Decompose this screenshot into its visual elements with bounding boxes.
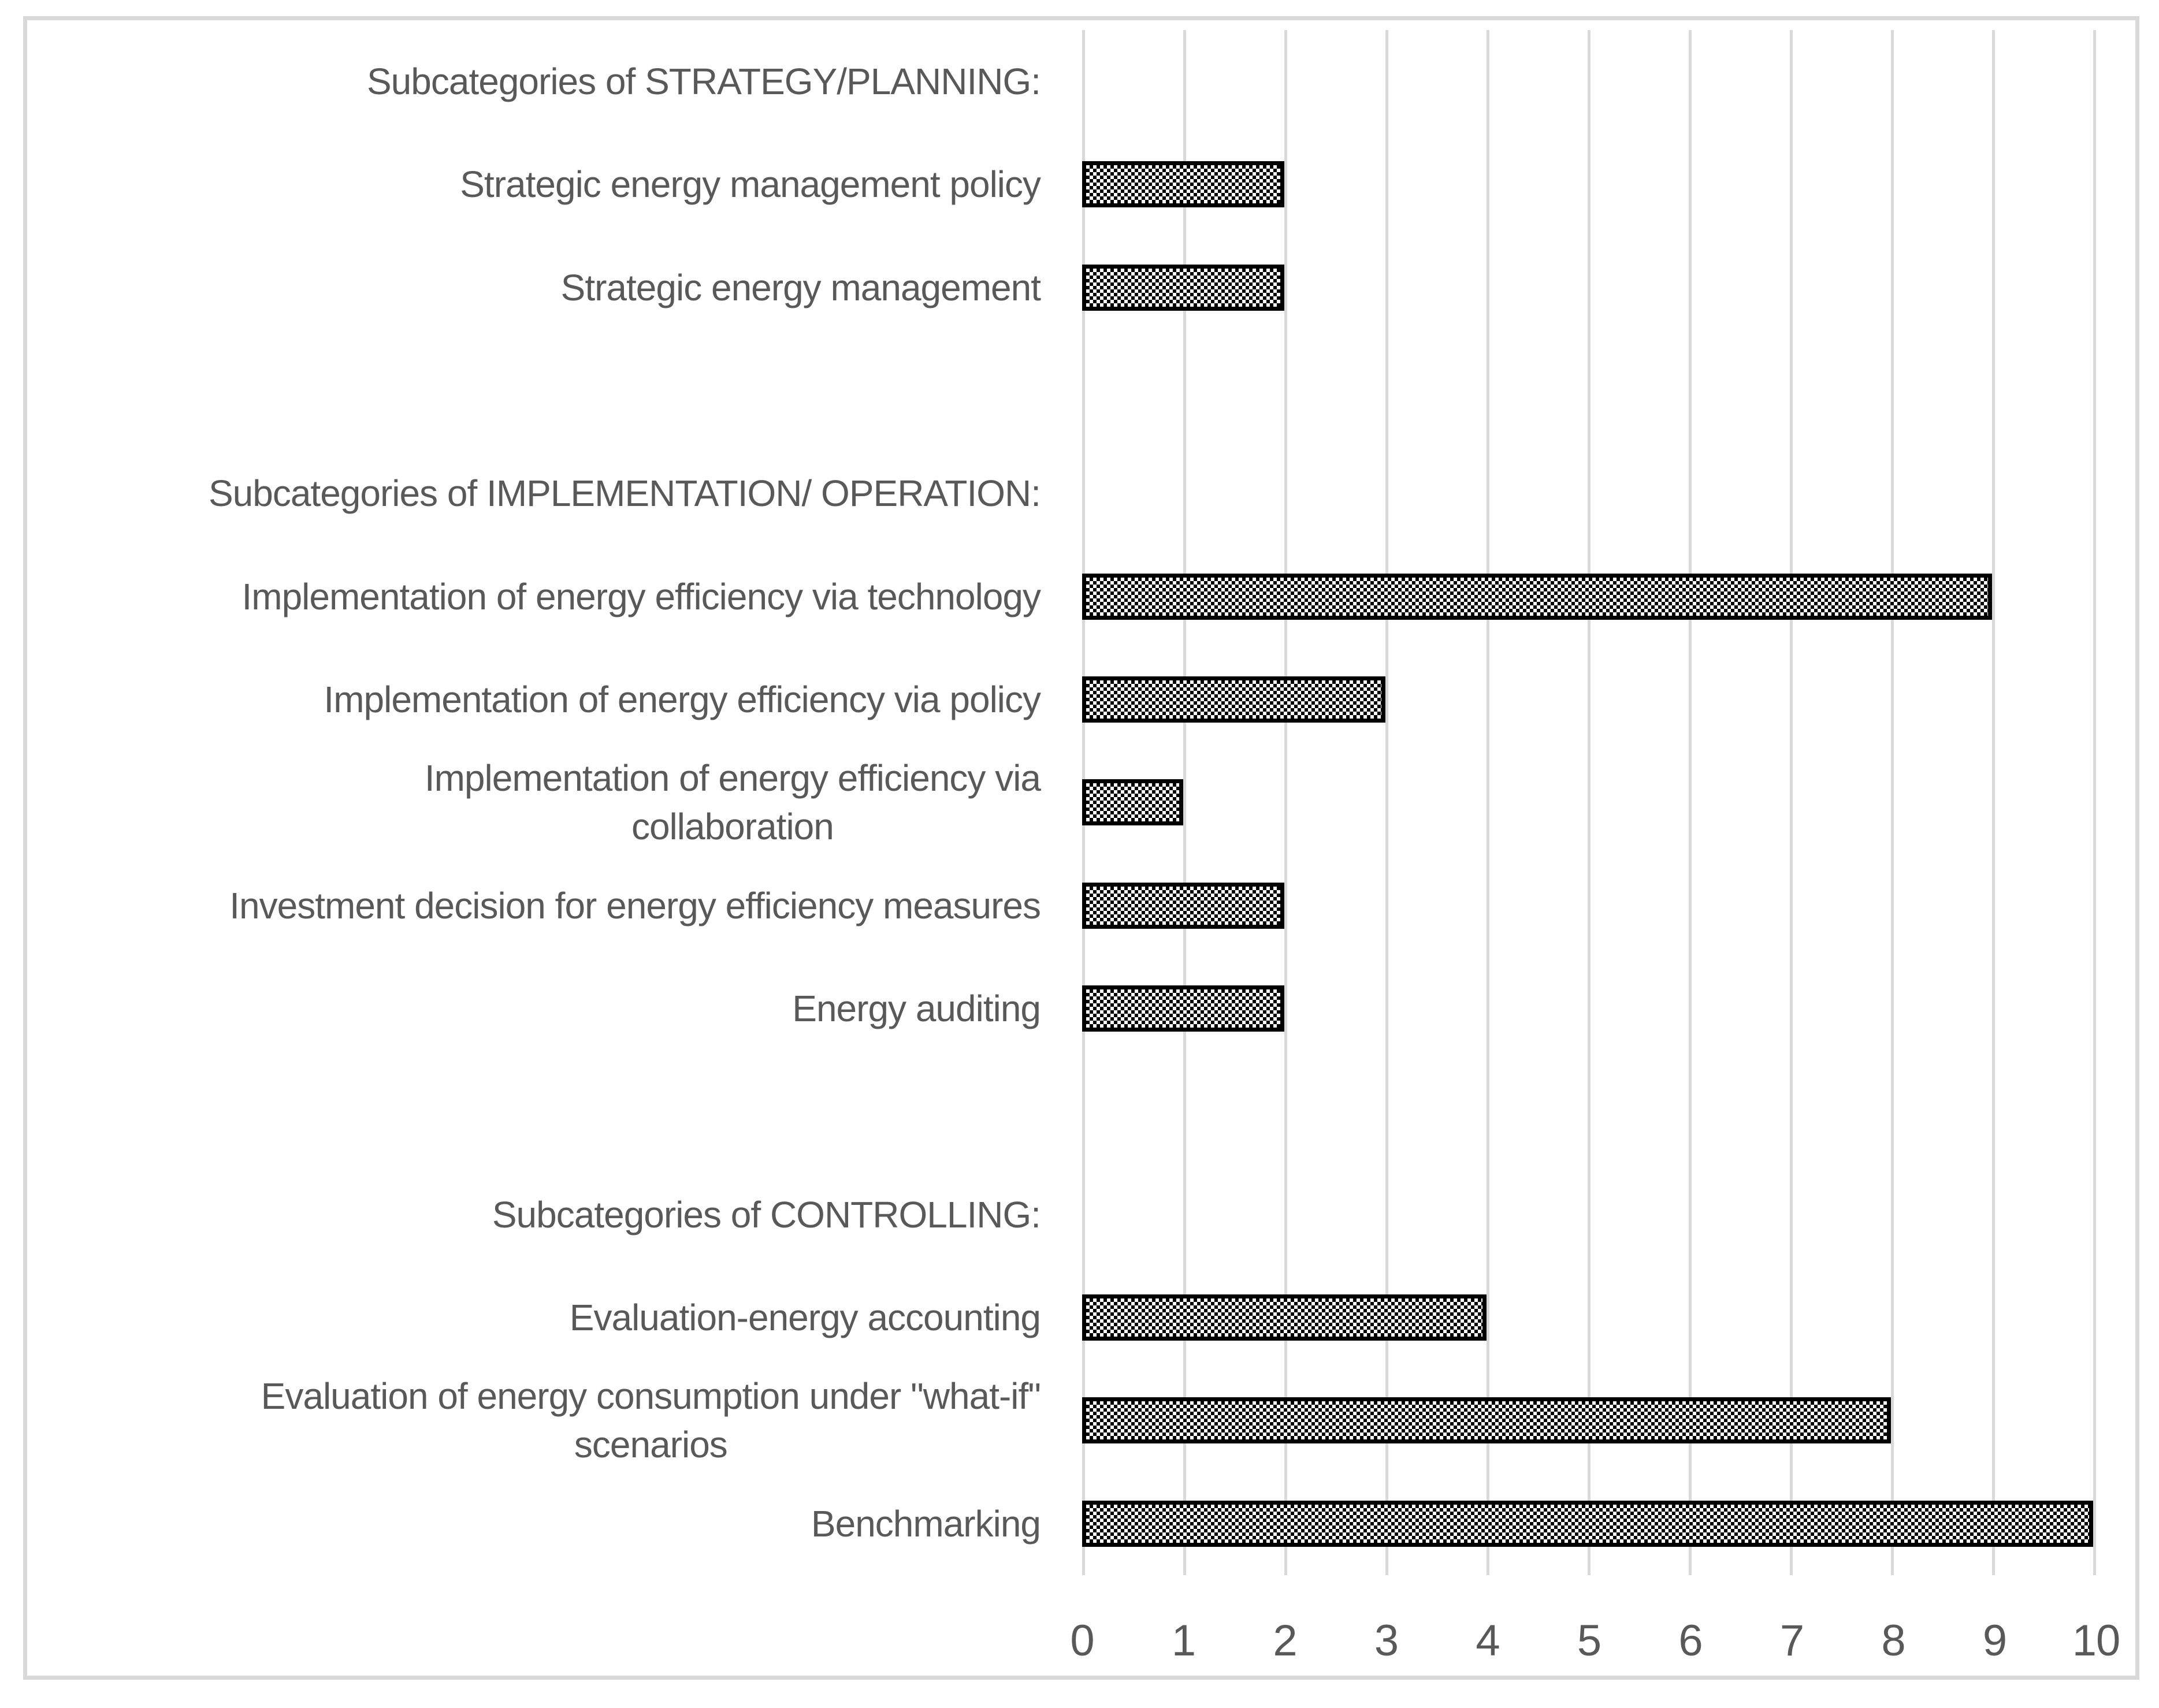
category-label: Evaluation of energy consumption under "… — [27, 1369, 1082, 1472]
data-bar — [1082, 161, 1284, 208]
category-label: Implementation of energy efficiency via … — [27, 545, 1082, 648]
bar-track — [1082, 1472, 2093, 1575]
x-axis-tick-label: 0 — [1070, 1616, 1094, 1665]
x-axis-tick-label: 7 — [1779, 1616, 1804, 1665]
data-bar — [1082, 1397, 1891, 1444]
chart-area: Subcategories of STRATEGY/PLANNING: Strat… — [23, 16, 2139, 1680]
category-label: Benchmarking — [27, 1472, 1082, 1575]
data-bar — [1082, 573, 1992, 620]
section-header-label: Subcategories of STRATEGY/PLANNING: — [27, 30, 1082, 133]
x-axis-tick-label: 9 — [1982, 1616, 2007, 1665]
chart-row-bar: Benchmarking — [27, 1472, 2096, 1575]
label-text: Implementation of energy efficiency via … — [424, 757, 1041, 848]
data-bar — [1082, 1294, 1487, 1341]
category-label — [27, 1060, 1082, 1163]
bar-track — [1082, 1163, 2093, 1266]
chart-row-spacer — [27, 339, 2096, 442]
category-label: Evaluation-energy accounting — [27, 1266, 1082, 1369]
data-bar — [1082, 264, 1284, 311]
chart-rows: Subcategories of STRATEGY/PLANNING: Strat… — [27, 30, 2096, 1575]
bar-track — [1082, 648, 2093, 751]
data-bar — [1082, 1500, 2093, 1547]
bar-track — [1082, 751, 2093, 854]
chart-row-bar: Strategic energy management policy — [27, 133, 2096, 236]
label-text: Benchmarking — [811, 1502, 1041, 1545]
bar-track — [1082, 236, 2093, 339]
bar-track — [1082, 545, 2093, 648]
category-label: Strategic energy management — [27, 236, 1082, 339]
data-bar — [1082, 985, 1284, 1032]
x-axis-tick-label: 4 — [1476, 1616, 1500, 1665]
chart-row-bar: Evaluation-energy accounting — [27, 1266, 2096, 1369]
label-text: Subcategories of STRATEGY/PLANNING: — [366, 60, 1041, 102]
chart-row-spacer — [27, 1060, 2096, 1163]
bar-track — [1082, 1060, 2093, 1163]
x-axis-tick-label: 1 — [1171, 1616, 1196, 1665]
label-text: Energy auditing — [792, 987, 1041, 1029]
x-axis-tick-label: 5 — [1577, 1616, 1601, 1665]
chart-row-bar: Investment decision for energy efficienc… — [27, 854, 2096, 957]
chart-row-bar: Implementation of energy efficiency via … — [27, 648, 2096, 751]
category-label: Investment decision for energy efficienc… — [27, 854, 1082, 957]
data-bar — [1082, 882, 1284, 929]
bar-track — [1082, 1369, 2093, 1472]
label-text: Subcategories of CONTROLLING: — [492, 1193, 1041, 1236]
label-text: Strategic energy management policy — [460, 163, 1041, 206]
section-header-label: Subcategories of CONTROLLING: — [27, 1163, 1082, 1266]
chart-row-bar: Energy auditing — [27, 957, 2096, 1060]
category-label: Implementation of energy efficiency via … — [27, 648, 1082, 751]
category-label: Strategic energy management policy — [27, 133, 1082, 236]
bar-track — [1082, 957, 2093, 1060]
chart-row-header: Subcategories of IMPLEMENTATION/ OPERATI… — [27, 442, 2096, 545]
label-text: Strategic energy management — [560, 266, 1041, 308]
category-label — [27, 339, 1082, 442]
x-axis-tick-label: 2 — [1273, 1616, 1297, 1665]
x-axis-tick-label: 3 — [1374, 1616, 1399, 1665]
chart-row-bar: Strategic energy management — [27, 236, 2096, 339]
bar-track — [1082, 30, 2093, 133]
label-text: Investment decision for energy efficienc… — [229, 884, 1041, 926]
category-label: Implementation of energy efficiency via … — [27, 751, 1082, 854]
label-text: Subcategories of IMPLEMENTATION/ OPERATI… — [208, 472, 1041, 515]
bar-track — [1082, 442, 2093, 545]
category-label: Energy auditing — [27, 957, 1082, 1060]
label-text: Evaluation-energy accounting — [569, 1296, 1041, 1338]
bar-track — [1082, 1266, 2093, 1369]
x-axis: 0 1 2 3 4 5 6 7 8 9 10 — [1070, 1616, 2120, 1685]
x-axis-tick-label: 6 — [1678, 1616, 1703, 1665]
chart-row-bar: Implementation of energy efficiency via … — [27, 545, 2096, 648]
label-text: Evaluation of energy consumption under "… — [261, 1375, 1041, 1466]
x-axis-tick-label: 8 — [1881, 1616, 1905, 1665]
chart-row-bar: Implementation of energy efficiency via … — [27, 751, 2096, 854]
section-header-label: Subcategories of IMPLEMENTATION/ OPERATI… — [27, 442, 1082, 545]
x-axis-tick-label: 10 — [2072, 1616, 2121, 1665]
data-bar — [1082, 779, 1183, 826]
data-bar — [1082, 676, 1385, 723]
bar-track — [1082, 339, 2093, 442]
bar-track — [1082, 133, 2093, 236]
bar-track — [1082, 854, 2093, 957]
chart-row-header: Subcategories of CONTROLLING: — [27, 1163, 2096, 1266]
chart-row-header: Subcategories of STRATEGY/PLANNING: — [27, 30, 2096, 133]
label-text: Implementation of energy efficiency via … — [324, 678, 1041, 720]
label-text: Implementation of energy efficiency via … — [241, 575, 1041, 617]
chart-row-bar: Evaluation of energy consumption under "… — [27, 1369, 2096, 1472]
